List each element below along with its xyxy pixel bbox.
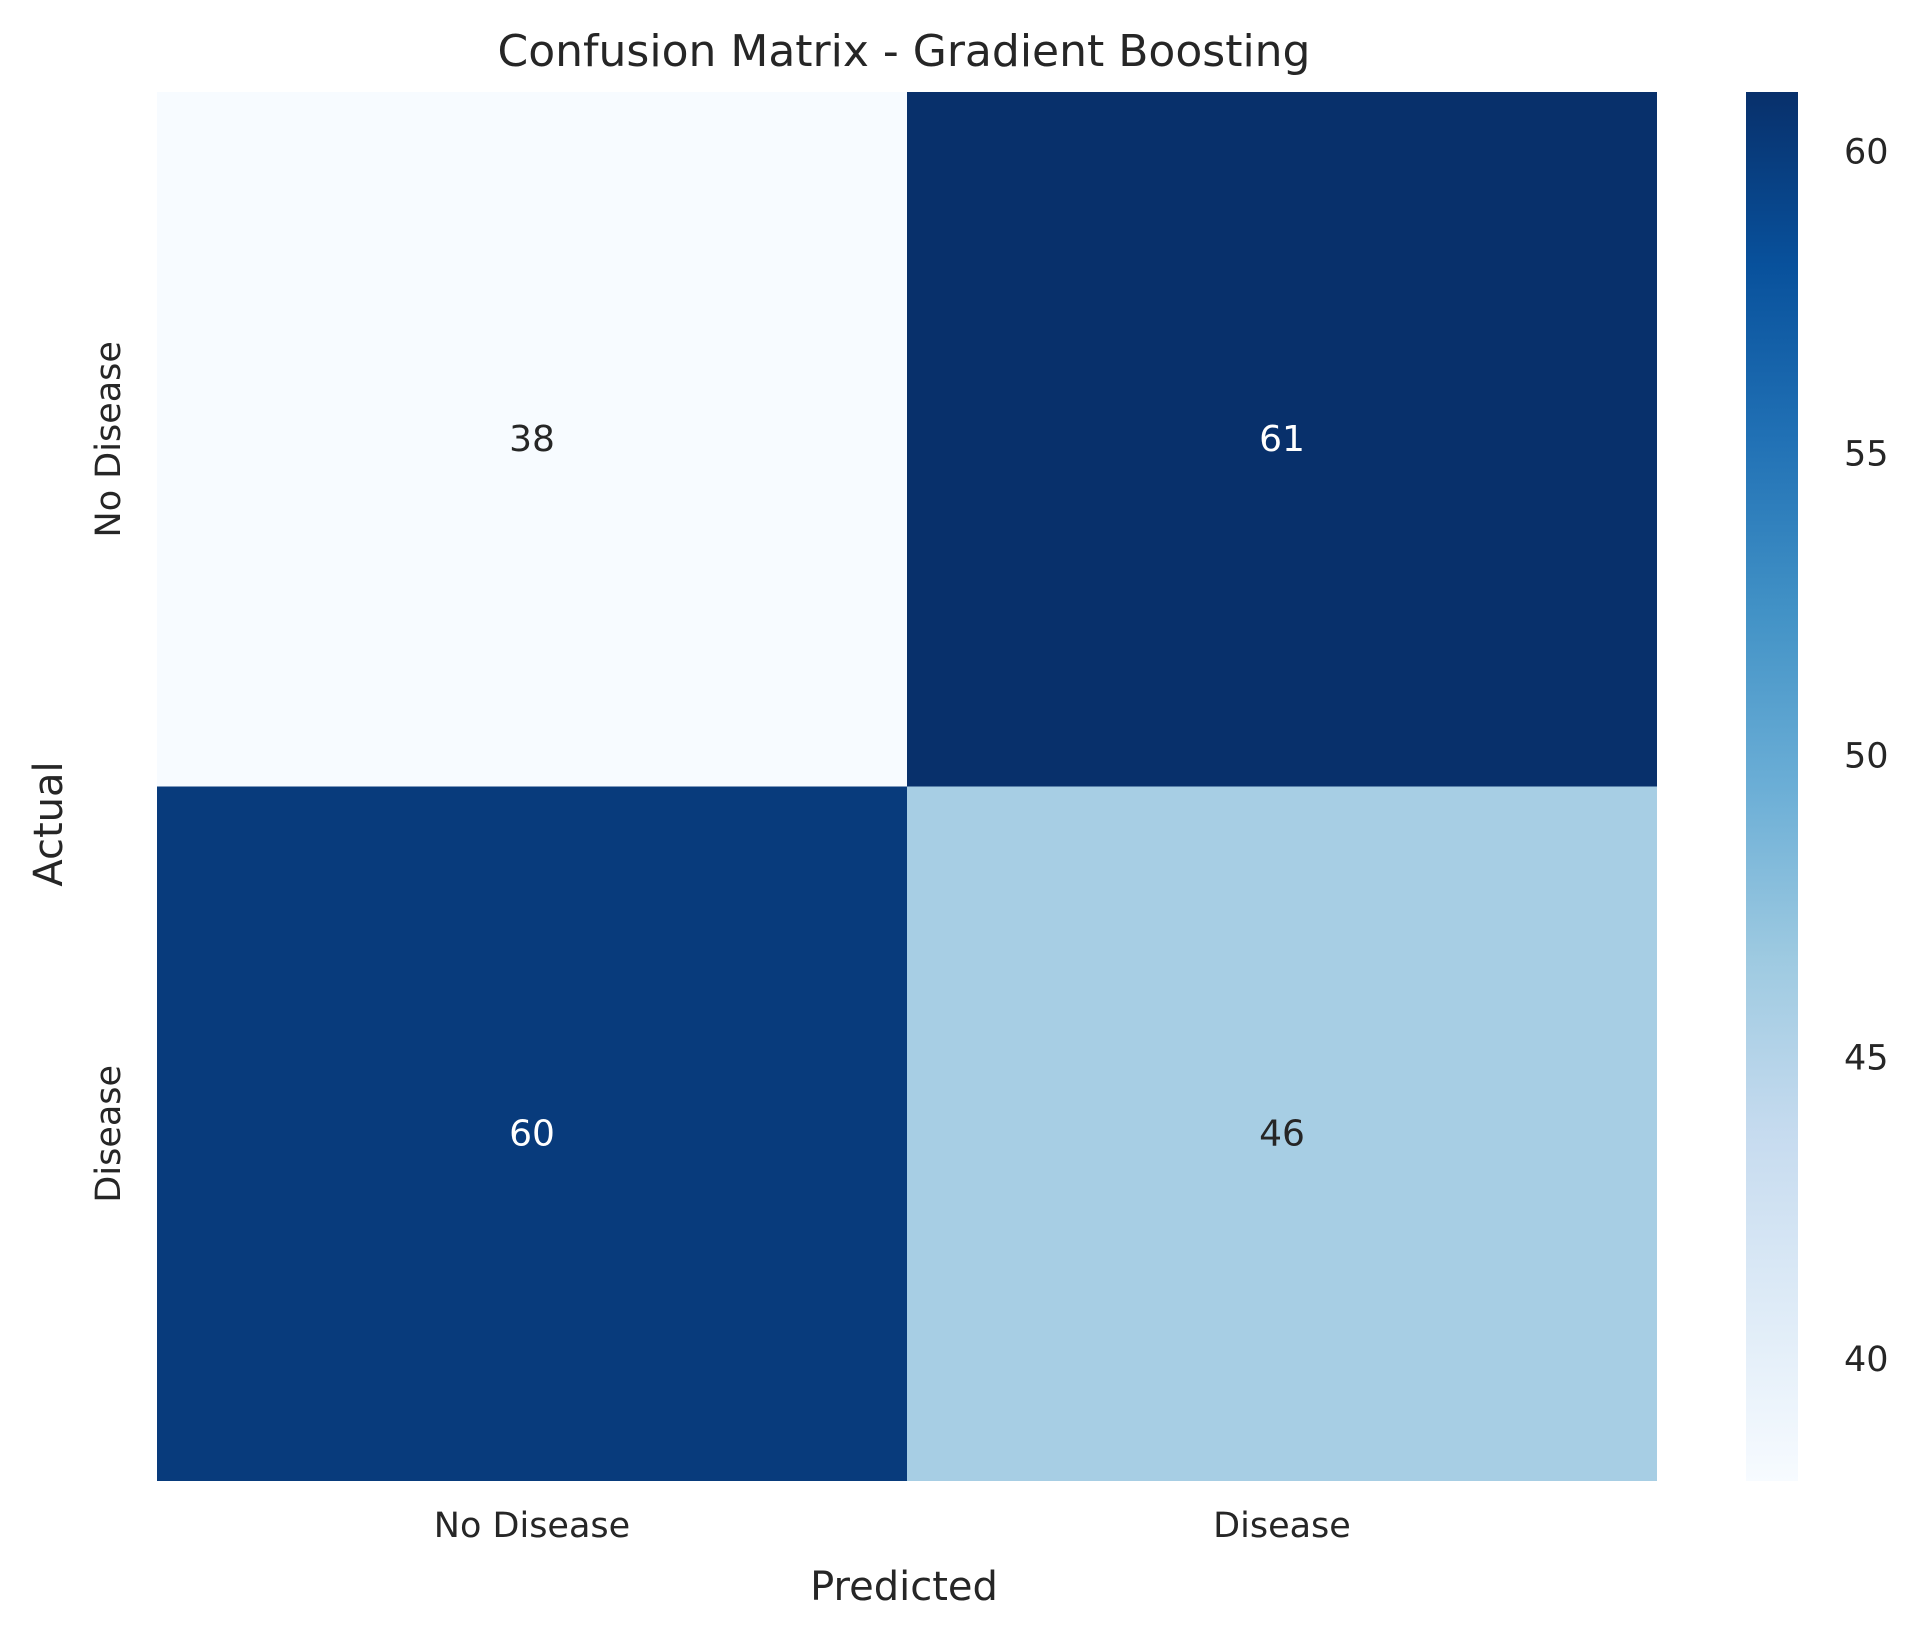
heatmap-cell bbox=[157, 786, 907, 1481]
y-tick-label: Disease bbox=[89, 1065, 129, 1203]
y-tick-labels: No Disease Disease bbox=[89, 341, 129, 1203]
chart-title: Confusion Matrix - Gradient Boosting bbox=[498, 26, 1311, 77]
colorbar-tick-label: 50 bbox=[1844, 736, 1889, 776]
heatmap-cell bbox=[907, 786, 1657, 1481]
cell-value-label: 61 bbox=[1259, 419, 1305, 460]
y-tick-label: No Disease bbox=[89, 341, 129, 537]
colorbar bbox=[1746, 92, 1798, 1481]
colorbar-tick-labels: 40 45 50 55 60 bbox=[1844, 132, 1889, 1380]
cell-value-label: 38 bbox=[509, 419, 555, 460]
heatmap-cell bbox=[157, 92, 907, 787]
y-axis-label: Actual bbox=[26, 761, 72, 886]
colorbar-tick-label: 55 bbox=[1844, 434, 1889, 474]
heatmap-cell bbox=[907, 92, 1657, 787]
x-axis-label: Predicted bbox=[810, 1564, 998, 1610]
x-tick-labels: No Disease Disease bbox=[434, 1506, 1351, 1546]
heatmap-cell-labels: 38 61 60 46 bbox=[509, 419, 1305, 1155]
x-tick-label: No Disease bbox=[434, 1506, 630, 1546]
colorbar-tick-label: 40 bbox=[1844, 1340, 1889, 1380]
colorbar-tick-label: 60 bbox=[1844, 132, 1889, 172]
cell-value-label: 60 bbox=[509, 1113, 555, 1154]
colorbar-tick-label: 45 bbox=[1844, 1038, 1889, 1078]
cell-value-label: 46 bbox=[1259, 1113, 1305, 1154]
heatmap-cells bbox=[157, 92, 1657, 1481]
x-tick-label: Disease bbox=[1213, 1506, 1351, 1546]
